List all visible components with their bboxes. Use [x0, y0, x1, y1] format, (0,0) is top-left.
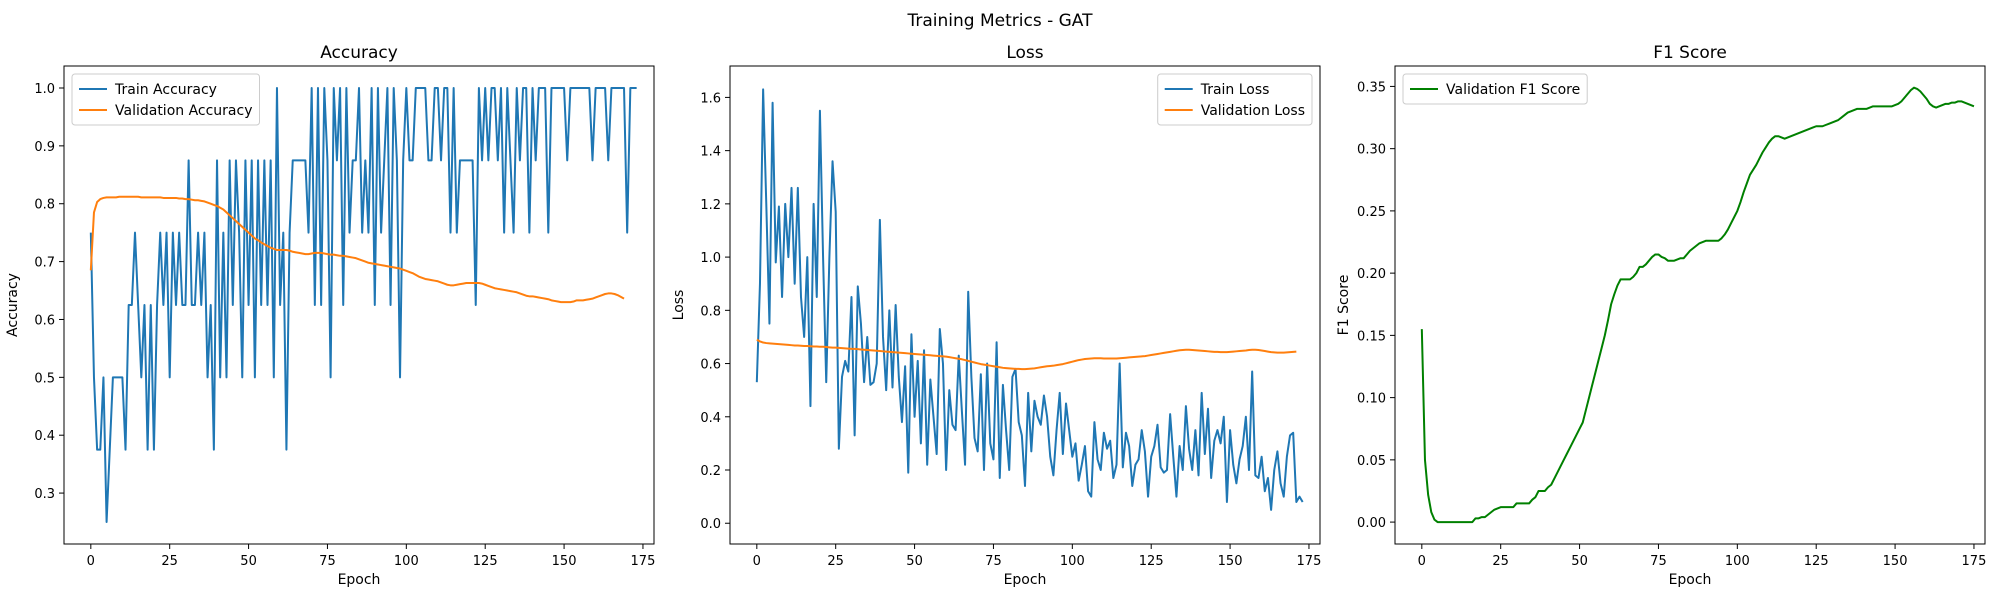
x-tick-label: 25 — [1492, 554, 1509, 569]
x-tick-label: 100 — [1725, 554, 1750, 569]
y-tick-label: 1.6 — [700, 91, 721, 106]
x-tick-label: 50 — [906, 554, 923, 569]
y-tick-label: 0.25 — [1357, 205, 1386, 220]
y-tick-label: 0.2 — [700, 464, 721, 479]
legend-box — [1157, 73, 1313, 126]
figure-suptitle: Training Metrics - GAT — [907, 11, 1094, 31]
y-tick-label: 0.05 — [1357, 454, 1386, 469]
legend-label: Validation Loss — [1201, 103, 1305, 119]
chart-panel-3: F1 Score 0 25 50 75 100 125 150 175 0.00 0.05 0.10 0… — [1336, 43, 1986, 588]
y-axis-label: Loss — [671, 290, 687, 321]
y-tick-label: 0.20 — [1357, 267, 1386, 282]
x-tick-label: 150 — [552, 554, 577, 569]
x-axis-label: Epoch — [338, 572, 381, 588]
legend-label: Train Accuracy — [114, 82, 217, 98]
series-line — [755, 88, 1304, 511]
x-tick-label: 175 — [631, 554, 656, 569]
y-axis-label: F1 Score — [1336, 275, 1352, 336]
y-tick-label: 0.9 — [34, 140, 55, 155]
x-tick-label: 75 — [319, 554, 336, 569]
chart-panels: Accuracy 0 25 50 75 100 125 150 175 0.3 0.4 0.5 0.6 0… — [5, 43, 1986, 588]
x-tick-label: 150 — [1883, 554, 1908, 569]
y-tick-label: 0.8 — [700, 304, 721, 319]
x-tick-label: 75 — [1650, 554, 1667, 569]
x-tick-label: 175 — [1962, 554, 1987, 569]
y-tick-label: 0.0 — [700, 517, 721, 532]
legend-label: Validation F1 Score — [1446, 82, 1580, 98]
y-tick-label: 0.6 — [34, 313, 55, 328]
y-tick-label: 0.5 — [34, 371, 55, 386]
chart-panel-1: Accuracy 0 25 50 75 100 125 150 175 0.3 0.4 0.5 0.6 0… — [5, 43, 655, 588]
y-tick-label: 0.30 — [1357, 143, 1386, 158]
x-tick-label: 0 — [753, 554, 761, 569]
y-tick-label: 0.4 — [34, 429, 55, 444]
x-axis-label: Epoch — [1004, 572, 1047, 588]
x-tick-label: 0 — [87, 554, 95, 569]
plot-frame — [63, 65, 655, 545]
plot-frame — [1394, 65, 1986, 545]
series-line — [89, 86, 637, 524]
chart-title: Loss — [1006, 43, 1043, 63]
y-tick-label: 0.6 — [700, 358, 721, 373]
y-tick-label: 1.2 — [700, 198, 721, 213]
x-tick-label: 175 — [1297, 554, 1322, 569]
y-tick-label: 0.00 — [1357, 516, 1386, 531]
legend: Train Accuracy Validation Accuracy — [71, 73, 260, 126]
x-tick-label: 150 — [1218, 554, 1243, 569]
x-tick-label: 125 — [1139, 554, 1164, 569]
y-tick-label: 0.7 — [34, 256, 55, 271]
x-tick-label: 50 — [1571, 554, 1588, 569]
legend-box — [71, 73, 260, 126]
y-tick-label: 0.10 — [1357, 392, 1386, 407]
x-tick-label: 75 — [985, 554, 1002, 569]
x-axis-label: Epoch — [1669, 572, 1712, 588]
legend: Train Loss Validation Loss — [1157, 73, 1313, 126]
y-tick-label: 0.8 — [34, 198, 55, 213]
x-tick-label: 50 — [240, 554, 257, 569]
legend-label: Validation Accuracy — [115, 103, 253, 119]
x-tick-label: 125 — [473, 554, 498, 569]
y-axis-label: Accuracy — [5, 273, 21, 337]
y-tick-label: 0.4 — [700, 411, 721, 426]
x-tick-label: 25 — [161, 554, 178, 569]
series-line — [89, 195, 625, 304]
x-tick-label: 125 — [1804, 554, 1829, 569]
chart-panel-2: Loss 0 25 50 75 100 125 150 175 0.0 0.2 0.4 0.6 0.8 1.… — [671, 43, 1321, 588]
legend: Validation F1 Score — [1402, 73, 1588, 105]
chart-title: F1 Score — [1653, 43, 1727, 63]
series-line — [1420, 86, 1975, 524]
y-tick-label: 0.3 — [34, 487, 55, 502]
x-tick-label: 25 — [827, 554, 844, 569]
y-tick-label: 1.0 — [34, 82, 55, 97]
y-tick-label: 1.0 — [700, 251, 721, 266]
y-tick-label: 1.4 — [700, 145, 721, 160]
plot-frame — [729, 65, 1321, 545]
y-tick-label: 0.15 — [1357, 329, 1386, 344]
x-tick-label: 0 — [1418, 554, 1426, 569]
y-tick-label: 0.35 — [1357, 80, 1386, 95]
x-tick-label: 100 — [394, 554, 419, 569]
legend-label: Train Loss — [1200, 82, 1270, 98]
series-line — [756, 338, 1297, 371]
chart-title: Accuracy — [320, 43, 398, 63]
x-tick-label: 100 — [1060, 554, 1085, 569]
legend-box — [1402, 73, 1588, 105]
